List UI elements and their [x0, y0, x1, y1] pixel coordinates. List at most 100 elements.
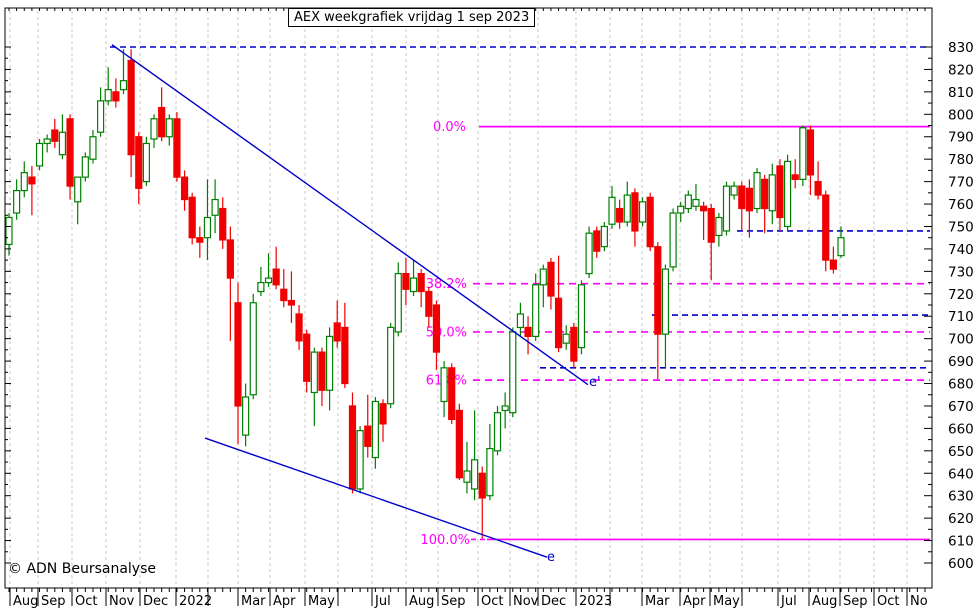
y-axis-label: 720	[948, 287, 974, 303]
candle-body	[501, 405, 509, 412]
x-axis-label: No	[910, 594, 928, 609]
candle-body	[356, 430, 364, 490]
candle-body	[249, 302, 257, 396]
x-axis-label: Oct	[481, 594, 503, 609]
candle-body	[341, 326, 349, 385]
candle-body	[35, 142, 44, 167]
candle-body	[562, 333, 570, 344]
candle-body	[379, 403, 387, 425]
candle-body	[287, 299, 296, 306]
y-axis-label: 710	[948, 309, 974, 325]
candle-body	[677, 205, 685, 214]
candle-body	[135, 136, 143, 189]
candle-body	[791, 174, 799, 180]
candle-body	[455, 409, 463, 479]
copyright-label: © ADN Beursanalyse	[8, 561, 156, 577]
candle-body	[203, 216, 212, 239]
y-axis-label: 690	[948, 354, 974, 370]
candle-body	[364, 425, 372, 447]
candle-body	[646, 196, 654, 248]
y-axis-label: 790	[948, 130, 974, 146]
x-axis-label: 2023	[579, 594, 612, 609]
candle-body	[280, 288, 288, 302]
y-axis-label: 600	[948, 556, 974, 572]
y-axis-label: 800	[948, 107, 974, 123]
candle-body	[150, 118, 158, 140]
candle-body	[768, 174, 776, 212]
candle-body	[58, 131, 67, 156]
candle-body	[661, 268, 670, 335]
candle-body	[425, 290, 433, 317]
y-axis-label: 730	[948, 264, 974, 280]
plot-frame	[4, 7, 933, 589]
x-axis-label: Mar	[645, 594, 670, 609]
candle-body	[81, 156, 89, 178]
candle-body	[669, 212, 677, 268]
x-axis-label: Jul	[374, 594, 391, 609]
candle-body	[74, 176, 82, 203]
y-axis-label: 780	[948, 152, 974, 168]
candle-body	[417, 272, 425, 293]
candle-body	[547, 261, 555, 297]
upper-falling-trendline	[111, 44, 589, 386]
candle-body	[806, 129, 815, 176]
candle-body	[219, 207, 227, 241]
candle-body	[432, 304, 441, 353]
candle-body	[799, 127, 807, 180]
candle-body	[96, 100, 105, 133]
annotation-label: e	[547, 550, 555, 565]
x-axis-label: May	[308, 594, 335, 609]
y-axis-label: 640	[948, 466, 974, 482]
x-axis-label: Nov	[109, 594, 135, 609]
x-axis-label: 2022	[179, 594, 212, 609]
candle-body	[600, 225, 608, 248]
x-axis-label: May	[713, 594, 740, 609]
x-axis-label: Sep	[441, 594, 466, 609]
y-axis-label: 670	[948, 399, 974, 415]
candle-body	[654, 246, 662, 335]
candle-body	[264, 277, 273, 284]
y-axis-label: 630	[948, 489, 974, 505]
x-axis-label: Oct	[75, 594, 97, 609]
candle-body	[402, 272, 410, 290]
candle-body	[51, 129, 59, 142]
candle-body	[471, 459, 479, 490]
candle-body	[272, 268, 280, 286]
candle-body	[524, 326, 532, 338]
lower-falling-trendline	[204, 437, 548, 558]
candle-body	[303, 333, 311, 382]
candle-body	[493, 412, 502, 452]
candle-body	[295, 313, 303, 342]
candle-body	[112, 91, 120, 102]
candle-body	[66, 118, 74, 187]
candle-body	[753, 172, 761, 210]
y-axis-label: 820	[948, 62, 974, 78]
chart-title: AEX weekgrafiek vrijdag 1 sep 2023	[288, 8, 536, 27]
candle-body	[478, 472, 486, 499]
candle-body	[730, 185, 738, 196]
candle-body	[13, 189, 21, 214]
candle-body	[211, 198, 219, 216]
candle-body	[89, 136, 97, 160]
x-axis-label: Sep	[41, 594, 66, 609]
y-axis-label: 810	[948, 85, 974, 101]
candle-body	[692, 198, 700, 207]
candle-body	[409, 277, 418, 293]
candle-body	[234, 302, 242, 407]
candle-body	[158, 106, 166, 138]
x-axis-label: Mar	[241, 594, 266, 609]
x-axis-label: Apr	[273, 594, 296, 609]
candle-body	[394, 272, 402, 333]
candle-body	[776, 165, 784, 219]
candle-body	[371, 400, 379, 459]
candle-body	[577, 284, 586, 349]
candle-body	[226, 239, 234, 279]
candle-body	[127, 59, 135, 156]
candle-body	[822, 194, 830, 261]
fib-label: 38.2%	[426, 277, 467, 292]
candle-body	[684, 194, 692, 210]
candle-body	[509, 331, 517, 414]
candle-body	[28, 176, 36, 185]
x-axis-label: Apr	[683, 594, 706, 609]
